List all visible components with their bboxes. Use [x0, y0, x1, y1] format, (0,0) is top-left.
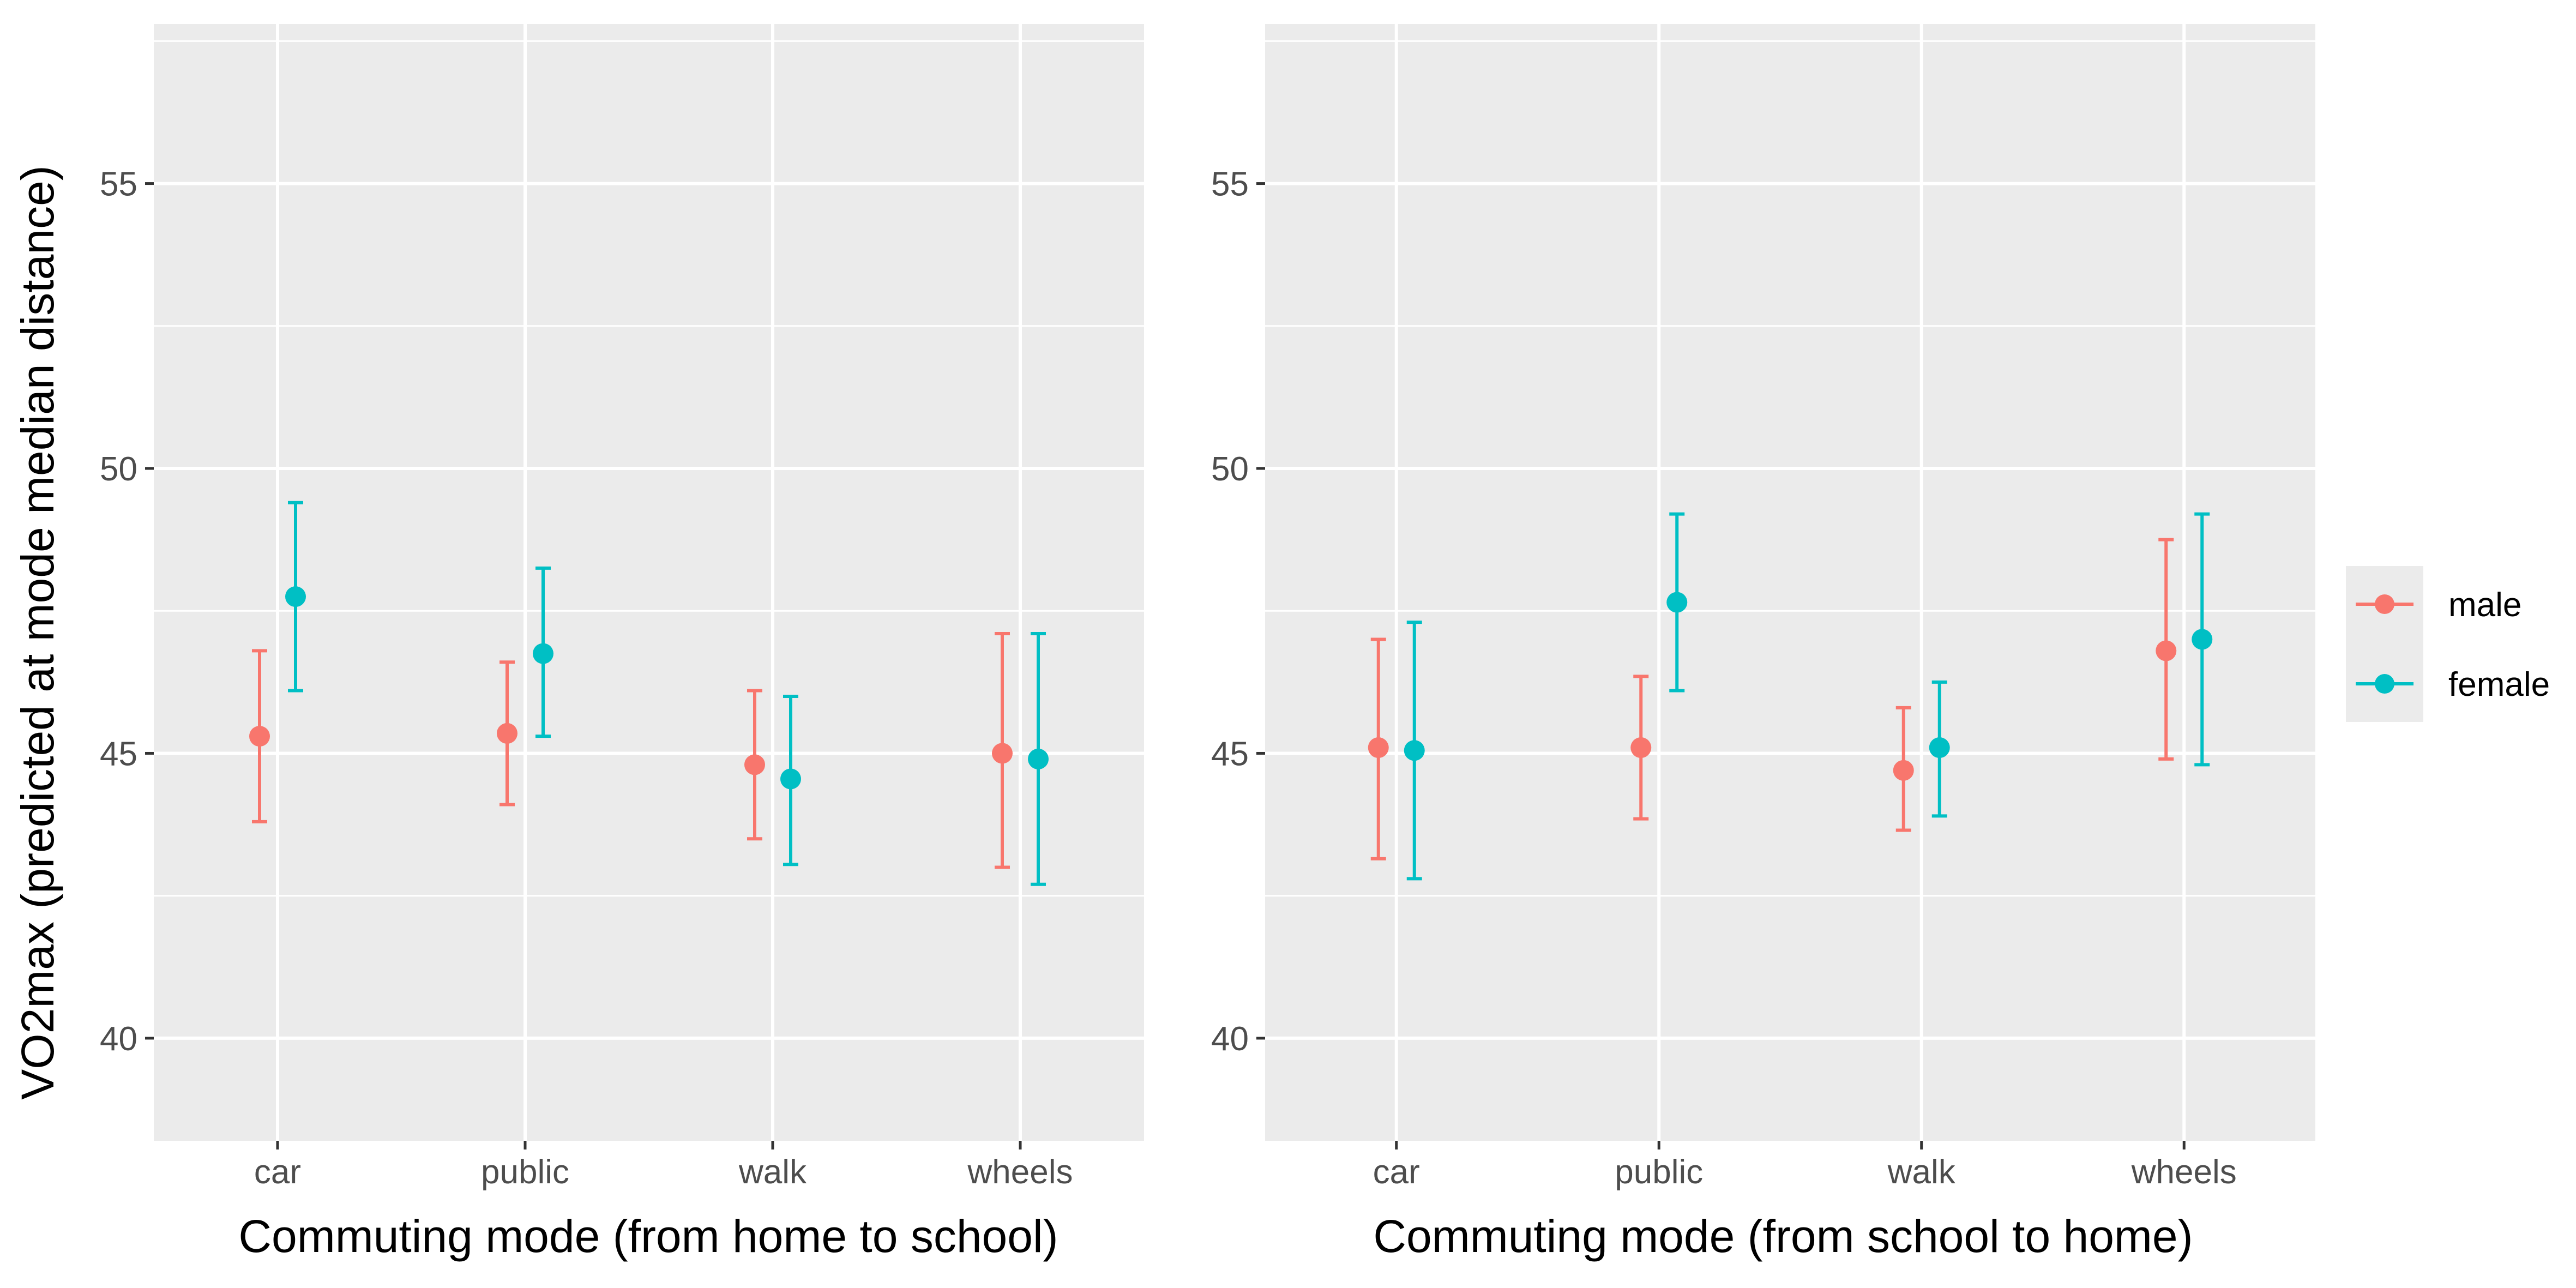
point-male-wheels [992, 743, 1013, 764]
point-male-walk [744, 754, 765, 775]
x-tick-label-wheels: wheels [2131, 1153, 2237, 1191]
panel-school-to-home: 40 45 50 55 car public walk wheels [1211, 24, 2315, 1191]
y-tick-label: 50 [1211, 450, 1249, 488]
y-tick-label: 50 [100, 450, 137, 488]
x-tick-label-car: car [1373, 1153, 1420, 1191]
point-male-wheels [2156, 640, 2177, 661]
point-female-walk [1929, 737, 1950, 759]
legend-key-point-female [2375, 674, 2394, 694]
legend: male female [2346, 566, 2550, 722]
y-tick-label: 40 [1211, 1020, 1249, 1058]
legend-label-male: male [2448, 586, 2521, 624]
y-tick-label: 55 [1211, 166, 1249, 203]
point-female-car [1404, 740, 1425, 761]
point-female-wheels [1028, 748, 1049, 769]
legend-label-female: female [2448, 666, 2550, 703]
panel-background [154, 24, 1144, 1141]
point-male-car [249, 726, 270, 747]
y-tick-label: 45 [100, 735, 137, 773]
point-female-car [285, 586, 306, 607]
point-male-public [1630, 737, 1652, 759]
point-male-walk [1893, 760, 1914, 781]
y-tick-label: 40 [100, 1020, 137, 1058]
x-axis-title-home-to-school: Commuting mode (from home to school) [238, 1211, 1058, 1262]
y-axis-title: VO2max (predicted at mode median distanc… [12, 165, 63, 1100]
x-tick-label-walk: walk [1887, 1153, 1956, 1191]
legend-key-background [2346, 566, 2423, 722]
x-tick-label-car: car [254, 1153, 301, 1191]
x-tick-label-walk: walk [738, 1153, 807, 1191]
point-female-walk [780, 768, 801, 790]
panel-home-to-school: 40 45 50 55 car public walk wheels [100, 24, 1144, 1191]
legend-entry-male: male [2356, 586, 2521, 624]
point-female-public [1666, 592, 1688, 613]
y-tick-label: 45 [1211, 735, 1249, 773]
point-male-car [1368, 737, 1389, 759]
legend-entry-female: female [2356, 666, 2550, 703]
legend-key-point-male [2375, 594, 2394, 614]
x-tick-label-wheels: wheels [967, 1153, 1073, 1191]
point-female-public [533, 643, 553, 664]
point-male-public [497, 723, 517, 744]
x-tick-label-public: public [1615, 1153, 1703, 1191]
point-female-wheels [2192, 629, 2213, 650]
x-axis-title-school-to-home: Commuting mode (from school to home) [1373, 1211, 2193, 1262]
panel-background [1265, 24, 2315, 1141]
y-tick-label: 55 [100, 166, 137, 203]
x-tick-label-public: public [481, 1153, 569, 1191]
